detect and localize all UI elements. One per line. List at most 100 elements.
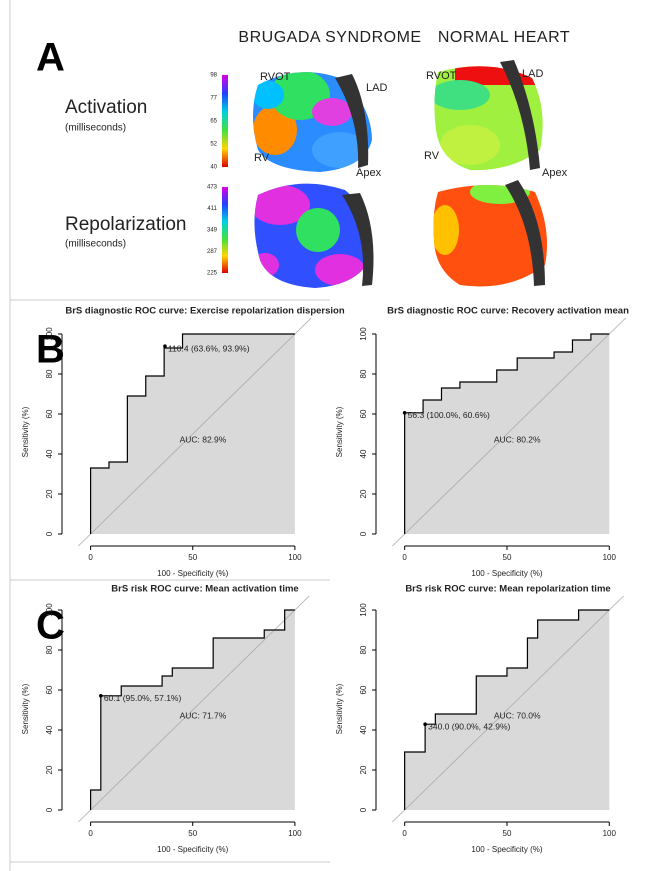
y-tick-label: 20 [45, 765, 54, 774]
chart-title: BrS diagnostic ROC curve: Exercise repol… [65, 306, 344, 317]
y-axis-label: Sensitivity (%) [335, 406, 344, 457]
x-tick-label: 0 [88, 553, 93, 562]
anatomy-label: LAD [522, 68, 543, 80]
scale-label: 411 [207, 206, 217, 212]
y-tick-label: 80 [359, 645, 368, 654]
chart-title: BrS diagnostic ROC curve: Recovery activ… [387, 306, 629, 317]
x-tick-label: 50 [503, 829, 512, 838]
threshold-point [99, 694, 103, 698]
y-axis-label: Sensitivity (%) [21, 683, 30, 734]
scale-label: 98 [210, 73, 217, 79]
heart-map [253, 72, 372, 172]
threshold-label: 340.0 (90.0%, 42.9%) [428, 721, 510, 731]
x-tick-label: 50 [188, 553, 197, 562]
y-tick-label: 80 [45, 369, 54, 378]
lad-vessel [335, 74, 369, 168]
row-title: Repolarization [65, 214, 186, 235]
row-unit: (milliseconds) [65, 239, 126, 250]
anatomy-label: RV [424, 150, 440, 162]
x-tick-label: 100 [288, 553, 302, 562]
chart-title: BrS risk ROC curve: Mean activation time [111, 584, 298, 595]
y-tick-label: 40 [359, 725, 368, 734]
row-title: Activation [65, 97, 147, 118]
reference-diagonal [78, 595, 310, 823]
reference-diagonal [392, 317, 626, 547]
y-tick-label: 80 [359, 369, 368, 378]
y-tick-label: 0 [45, 531, 54, 536]
roc-curve [90, 609, 295, 810]
y-tick-label: 40 [45, 449, 54, 458]
x-axis-label: 100 - Specificity (%) [157, 845, 228, 854]
y-tick-label: 60 [359, 685, 368, 694]
y-tick-label: 100 [359, 603, 368, 617]
y-tick-label: 20 [359, 765, 368, 774]
column-title: BRUGADA SYNDROME [238, 29, 421, 46]
auc-label: AUC: 82.9% [180, 434, 227, 444]
auc-label: AUC: 70.0% [494, 710, 541, 720]
column-title: NORMAL HEART [438, 29, 570, 46]
y-tick-label: 60 [45, 685, 54, 694]
x-tick-label: 100 [603, 829, 617, 838]
x-tick-label: 0 [402, 829, 407, 838]
y-tick-label: 100 [45, 327, 54, 341]
lad-vessel [342, 193, 374, 286]
scale-label: 65 [210, 119, 217, 125]
x-tick-label: 100 [288, 829, 302, 838]
scale-label: 52 [210, 142, 217, 148]
y-tick-label: 0 [45, 807, 54, 812]
y-tick-label: 40 [359, 449, 368, 458]
y-tick-label: 40 [45, 725, 54, 734]
roc-curve [404, 333, 610, 534]
panel-label: A [36, 36, 65, 80]
reference-diagonal [392, 595, 624, 823]
anatomy-label: LAD [366, 82, 387, 94]
roc-curve [404, 609, 610, 810]
y-tick-label: 80 [45, 645, 54, 654]
auc-label: AUC: 71.7% [180, 710, 227, 720]
chart-title: BrS risk ROC curve: Mean repolarization … [405, 584, 610, 595]
y-tick-label: 0 [359, 531, 368, 536]
y-tick-label: 60 [45, 409, 54, 418]
panel-label: B [36, 328, 65, 372]
anatomy-label: Apex [542, 167, 568, 179]
y-tick-label: 20 [45, 489, 54, 498]
y-tick-label: 100 [359, 327, 368, 341]
scale-label: 40 [210, 165, 217, 171]
anatomy-label: RV [254, 152, 270, 164]
lad-vessel [505, 180, 545, 286]
roc-curve [90, 333, 295, 534]
threshold-label: 110.4 (63.6%, 93.9%) [168, 343, 250, 353]
scale-label: 77 [210, 96, 217, 102]
y-axis-label: Sensitivity (%) [21, 406, 30, 457]
threshold-point [163, 344, 167, 349]
y-tick-label: 0 [359, 807, 368, 812]
row-unit: (milliseconds) [65, 123, 126, 134]
threshold-label: 60.1 (95.0%, 57.1%) [104, 693, 182, 703]
x-axis-label: 100 - Specificity (%) [471, 569, 542, 578]
scale-label: 287 [207, 249, 218, 255]
y-tick-label: 20 [359, 489, 368, 498]
lad-vessel [500, 60, 540, 170]
x-tick-label: 0 [402, 553, 407, 562]
anatomy-label: RVOT [426, 70, 457, 82]
x-tick-label: 50 [188, 829, 197, 838]
scale-label: 349 [207, 228, 218, 234]
frame [9, 0, 330, 871]
x-axis-label: 100 - Specificity (%) [157, 569, 228, 578]
auc-label: AUC: 80.2% [494, 434, 541, 444]
y-tick-label: 100 [45, 603, 54, 617]
scale-label: 225 [207, 271, 218, 277]
x-tick-label: 50 [503, 553, 512, 562]
color-bar [222, 75, 228, 167]
panel-label: C [36, 604, 65, 648]
x-axis-label: 100 - Specificity (%) [471, 845, 542, 854]
x-tick-label: 0 [88, 829, 93, 838]
scale-label: 473 [207, 185, 218, 191]
y-tick-label: 60 [359, 409, 368, 418]
x-tick-label: 100 [603, 553, 617, 562]
reference-diagonal [78, 317, 312, 547]
y-axis-label: Sensitivity (%) [335, 683, 344, 734]
color-bar [222, 187, 228, 273]
threshold-point [423, 722, 427, 726]
threshold-label: 56.3 (100.0%, 60.6%) [408, 410, 490, 420]
